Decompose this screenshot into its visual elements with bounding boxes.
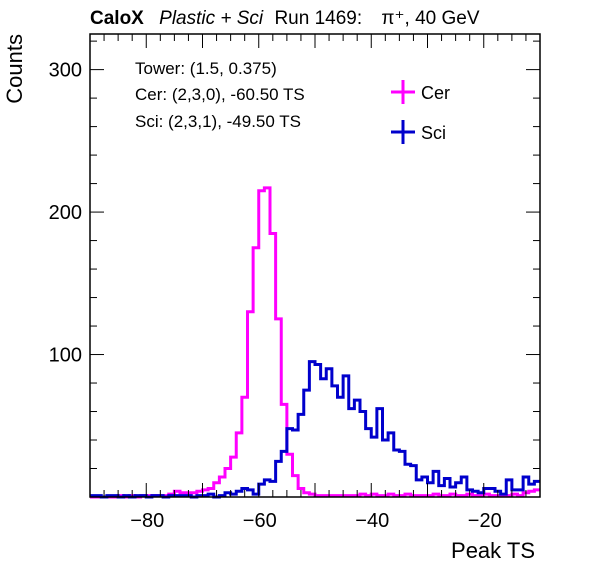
tick-layer: −80 −60 −40 −20 100 200 300	[49, 34, 541, 532]
series-cer-line	[90, 186, 540, 499]
beam-label: π⁺, 40 GeV	[381, 8, 479, 29]
info-cer: Cer: (2,3,0), -60.50 TS	[135, 85, 305, 104]
x-tick-label: −20	[468, 510, 502, 532]
legend-marker-cer	[391, 80, 415, 104]
y-tick-label: 100	[49, 345, 82, 367]
brand-label: CaloX	[90, 8, 144, 29]
run-label: Run 1469:	[274, 8, 362, 29]
series-sci-line	[90, 360, 540, 499]
info-block: Tower: (1.5, 0.375) Cer: (2,3,0), -60.50…	[135, 59, 305, 131]
y-tick-label: 300	[49, 60, 82, 82]
y-tick-label: 200	[49, 202, 82, 224]
legend-label-cer: Cer	[421, 83, 450, 103]
x-tick-label: −80	[130, 510, 164, 532]
legend-label-sci: Sci	[421, 123, 446, 143]
info-sci: Sci: (2,3,1), -49.50 TS	[135, 112, 301, 131]
subtitle-label: Plastic + Sci	[159, 8, 264, 29]
x-axis-title: Peak TS	[451, 538, 535, 563]
series-layer	[90, 186, 540, 499]
header-title: CaloX Plastic + Sci Run 1469: π⁺, 40 GeV	[90, 8, 480, 29]
info-tower: Tower: (1.5, 0.375)	[135, 59, 277, 78]
y-axis-title: Counts	[2, 34, 27, 104]
x-tick-label: −40	[355, 510, 389, 532]
legend-marker-sci	[391, 120, 415, 144]
x-tick-label: −60	[243, 510, 277, 532]
legend: Cer Sci	[391, 80, 450, 144]
